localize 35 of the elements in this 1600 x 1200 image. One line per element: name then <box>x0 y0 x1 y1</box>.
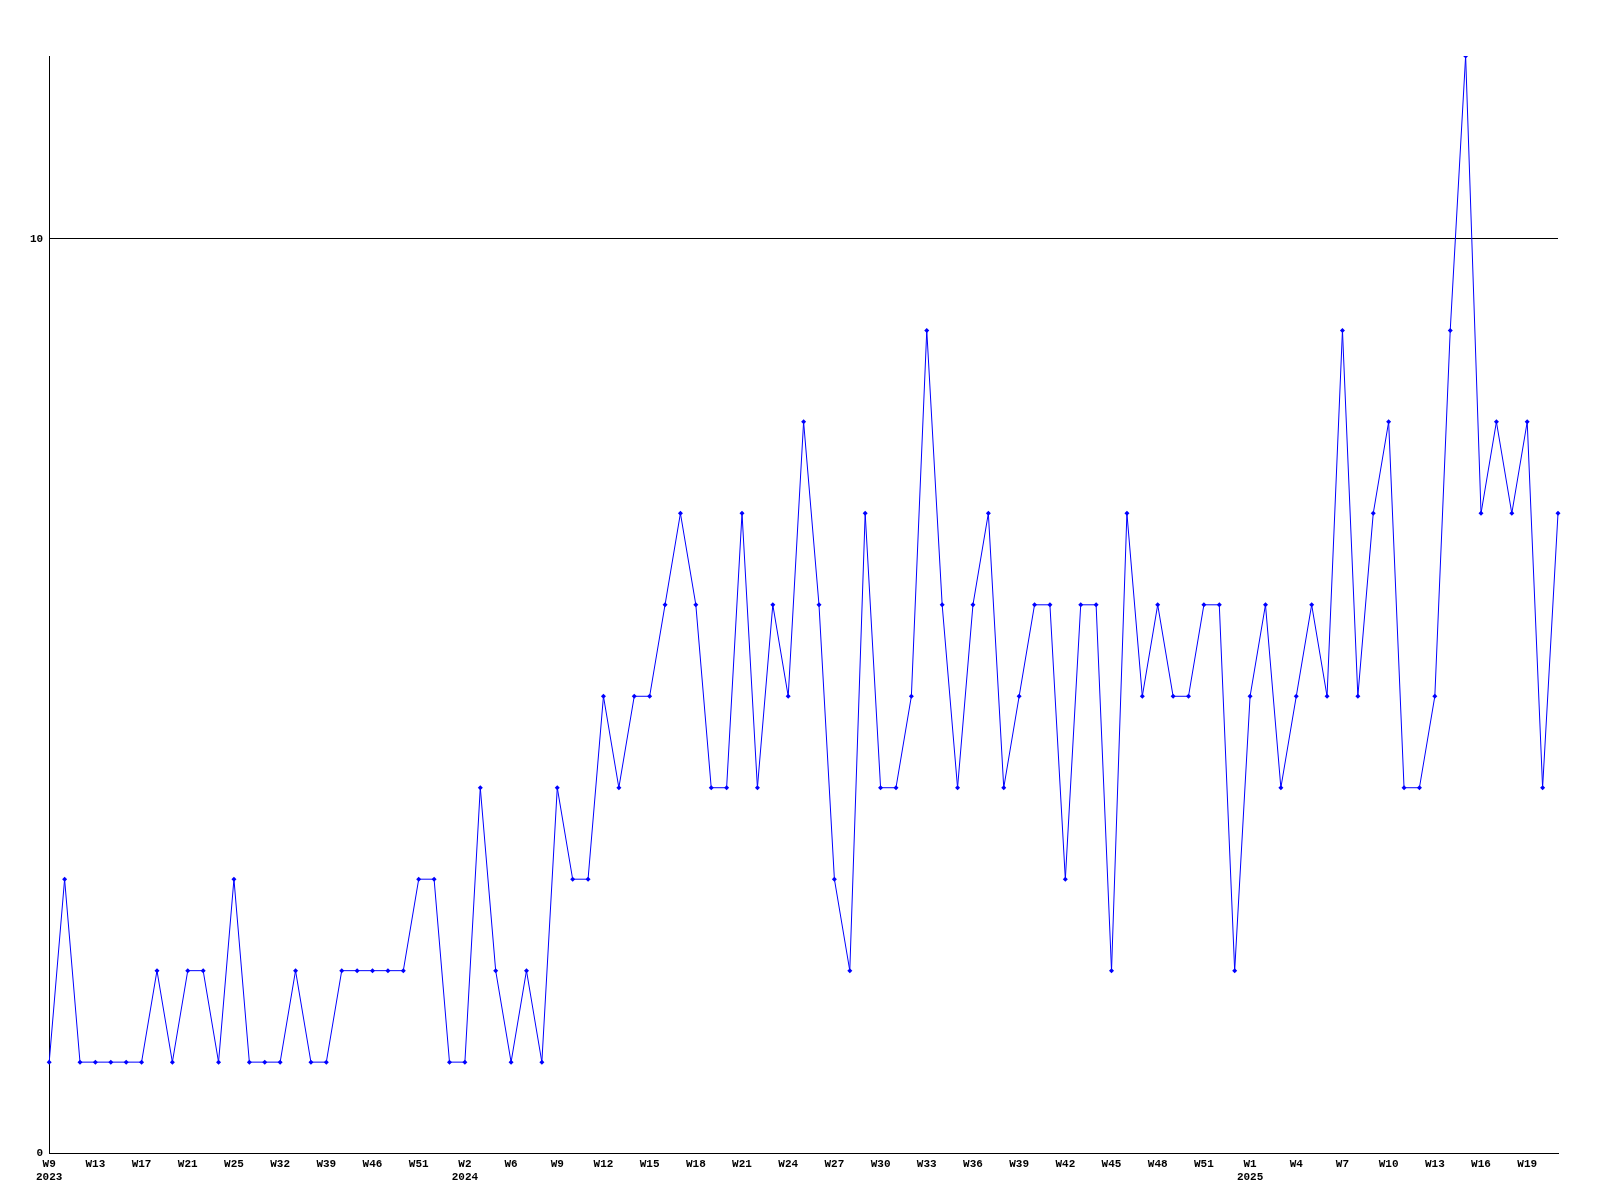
x-tick-label: W4 <box>1289 1157 1304 1170</box>
x-tick-label: W25 <box>224 1157 245 1170</box>
x-tick-label: W51 <box>1193 1157 1215 1170</box>
x-tick-label: W2 2024 <box>451 1157 479 1184</box>
x-tick-label: W9 2023 <box>36 1157 63 1184</box>
y-tick-label: 10 <box>30 232 44 245</box>
x-tick-label: W27 <box>824 1157 845 1170</box>
x-tick-label: W46 <box>362 1157 383 1170</box>
x-tick-label: W17 <box>131 1157 152 1170</box>
x-tick-label: W6 <box>504 1157 518 1170</box>
x-tick-label: W12 <box>593 1157 614 1170</box>
x-tick-label: W32 <box>270 1157 291 1170</box>
x-tick-label: W15 <box>639 1157 660 1170</box>
x-tick-label: W13 <box>1424 1157 1446 1170</box>
x-tick-label: W21 <box>177 1157 199 1170</box>
x-tick-label: W16 <box>1471 1157 1491 1170</box>
y-tick-label: 0 <box>36 1147 44 1160</box>
x-tick-label: W51 <box>408 1157 429 1170</box>
x-tick-label: W7 <box>1335 1157 1350 1170</box>
x-tick-label: W36 <box>963 1157 983 1170</box>
x-tick-label: W48 <box>1147 1157 1168 1170</box>
x-tick-label: W24 <box>778 1157 799 1170</box>
x-tick-label: W45 <box>1101 1157 1122 1170</box>
x-tick-label: W39 <box>316 1157 337 1170</box>
x-tick-label: W33 <box>916 1157 938 1170</box>
x-tick-label: W19 <box>1517 1157 1538 1170</box>
x-tick-label: W30 <box>870 1157 891 1170</box>
x-tick-label: W9 <box>550 1157 564 1170</box>
x-tick-label: W18 <box>685 1157 707 1170</box>
x-tick-label: W39 <box>1009 1157 1030 1170</box>
x-tick-label: W10 <box>1378 1157 1399 1170</box>
x-tick-label: W42 <box>1055 1157 1076 1170</box>
x-tick-label: W13 <box>85 1157 106 1170</box>
x-tick-label: W1 2025 <box>1236 1157 1264 1184</box>
x-tick-label: W21 <box>732 1157 753 1170</box>
